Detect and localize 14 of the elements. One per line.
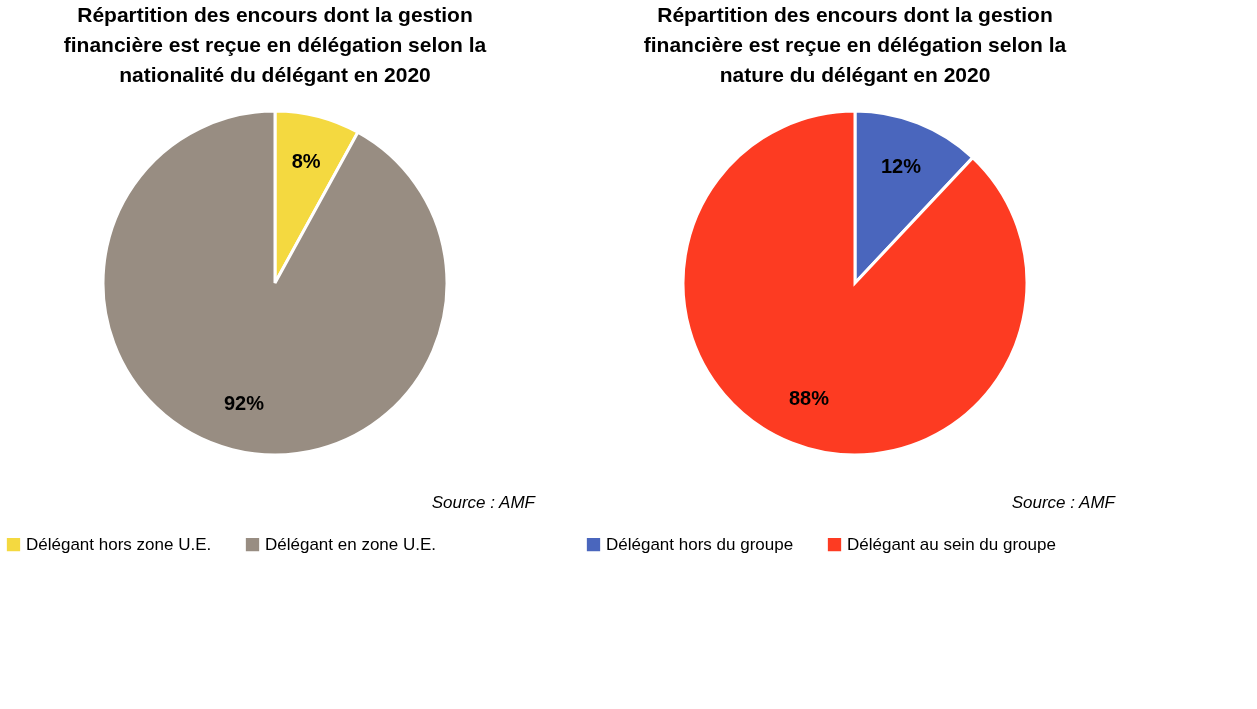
data-label: 88% bbox=[788, 387, 830, 410]
legend-label: Délégant en zone U.E. bbox=[265, 534, 437, 554]
pie-slice bbox=[101, 109, 449, 457]
source-note: Source : AMF bbox=[431, 493, 537, 512]
source-note: Source : AMF bbox=[1011, 493, 1117, 512]
chart-title: Répartition des encours dont la gestion financière est reçue en délégation selon la nationalité du délégant en 2020 bbox=[63, 3, 487, 86]
legend-label: Délégant hors du groupe bbox=[606, 534, 794, 554]
data-label: 8% bbox=[291, 149, 321, 172]
data-label: 92% bbox=[223, 392, 265, 415]
legend-label: Délégant au sein du groupe bbox=[847, 534, 1056, 554]
chart-title: Répartition des encours dont la gestion financière est reçue en délégation selon la nature du délégant en 2020 bbox=[643, 3, 1067, 86]
data-label: 12% bbox=[881, 154, 922, 177]
legend-label: Délégant hors zone U.E. bbox=[26, 534, 212, 554]
pie-slice bbox=[681, 109, 1029, 457]
